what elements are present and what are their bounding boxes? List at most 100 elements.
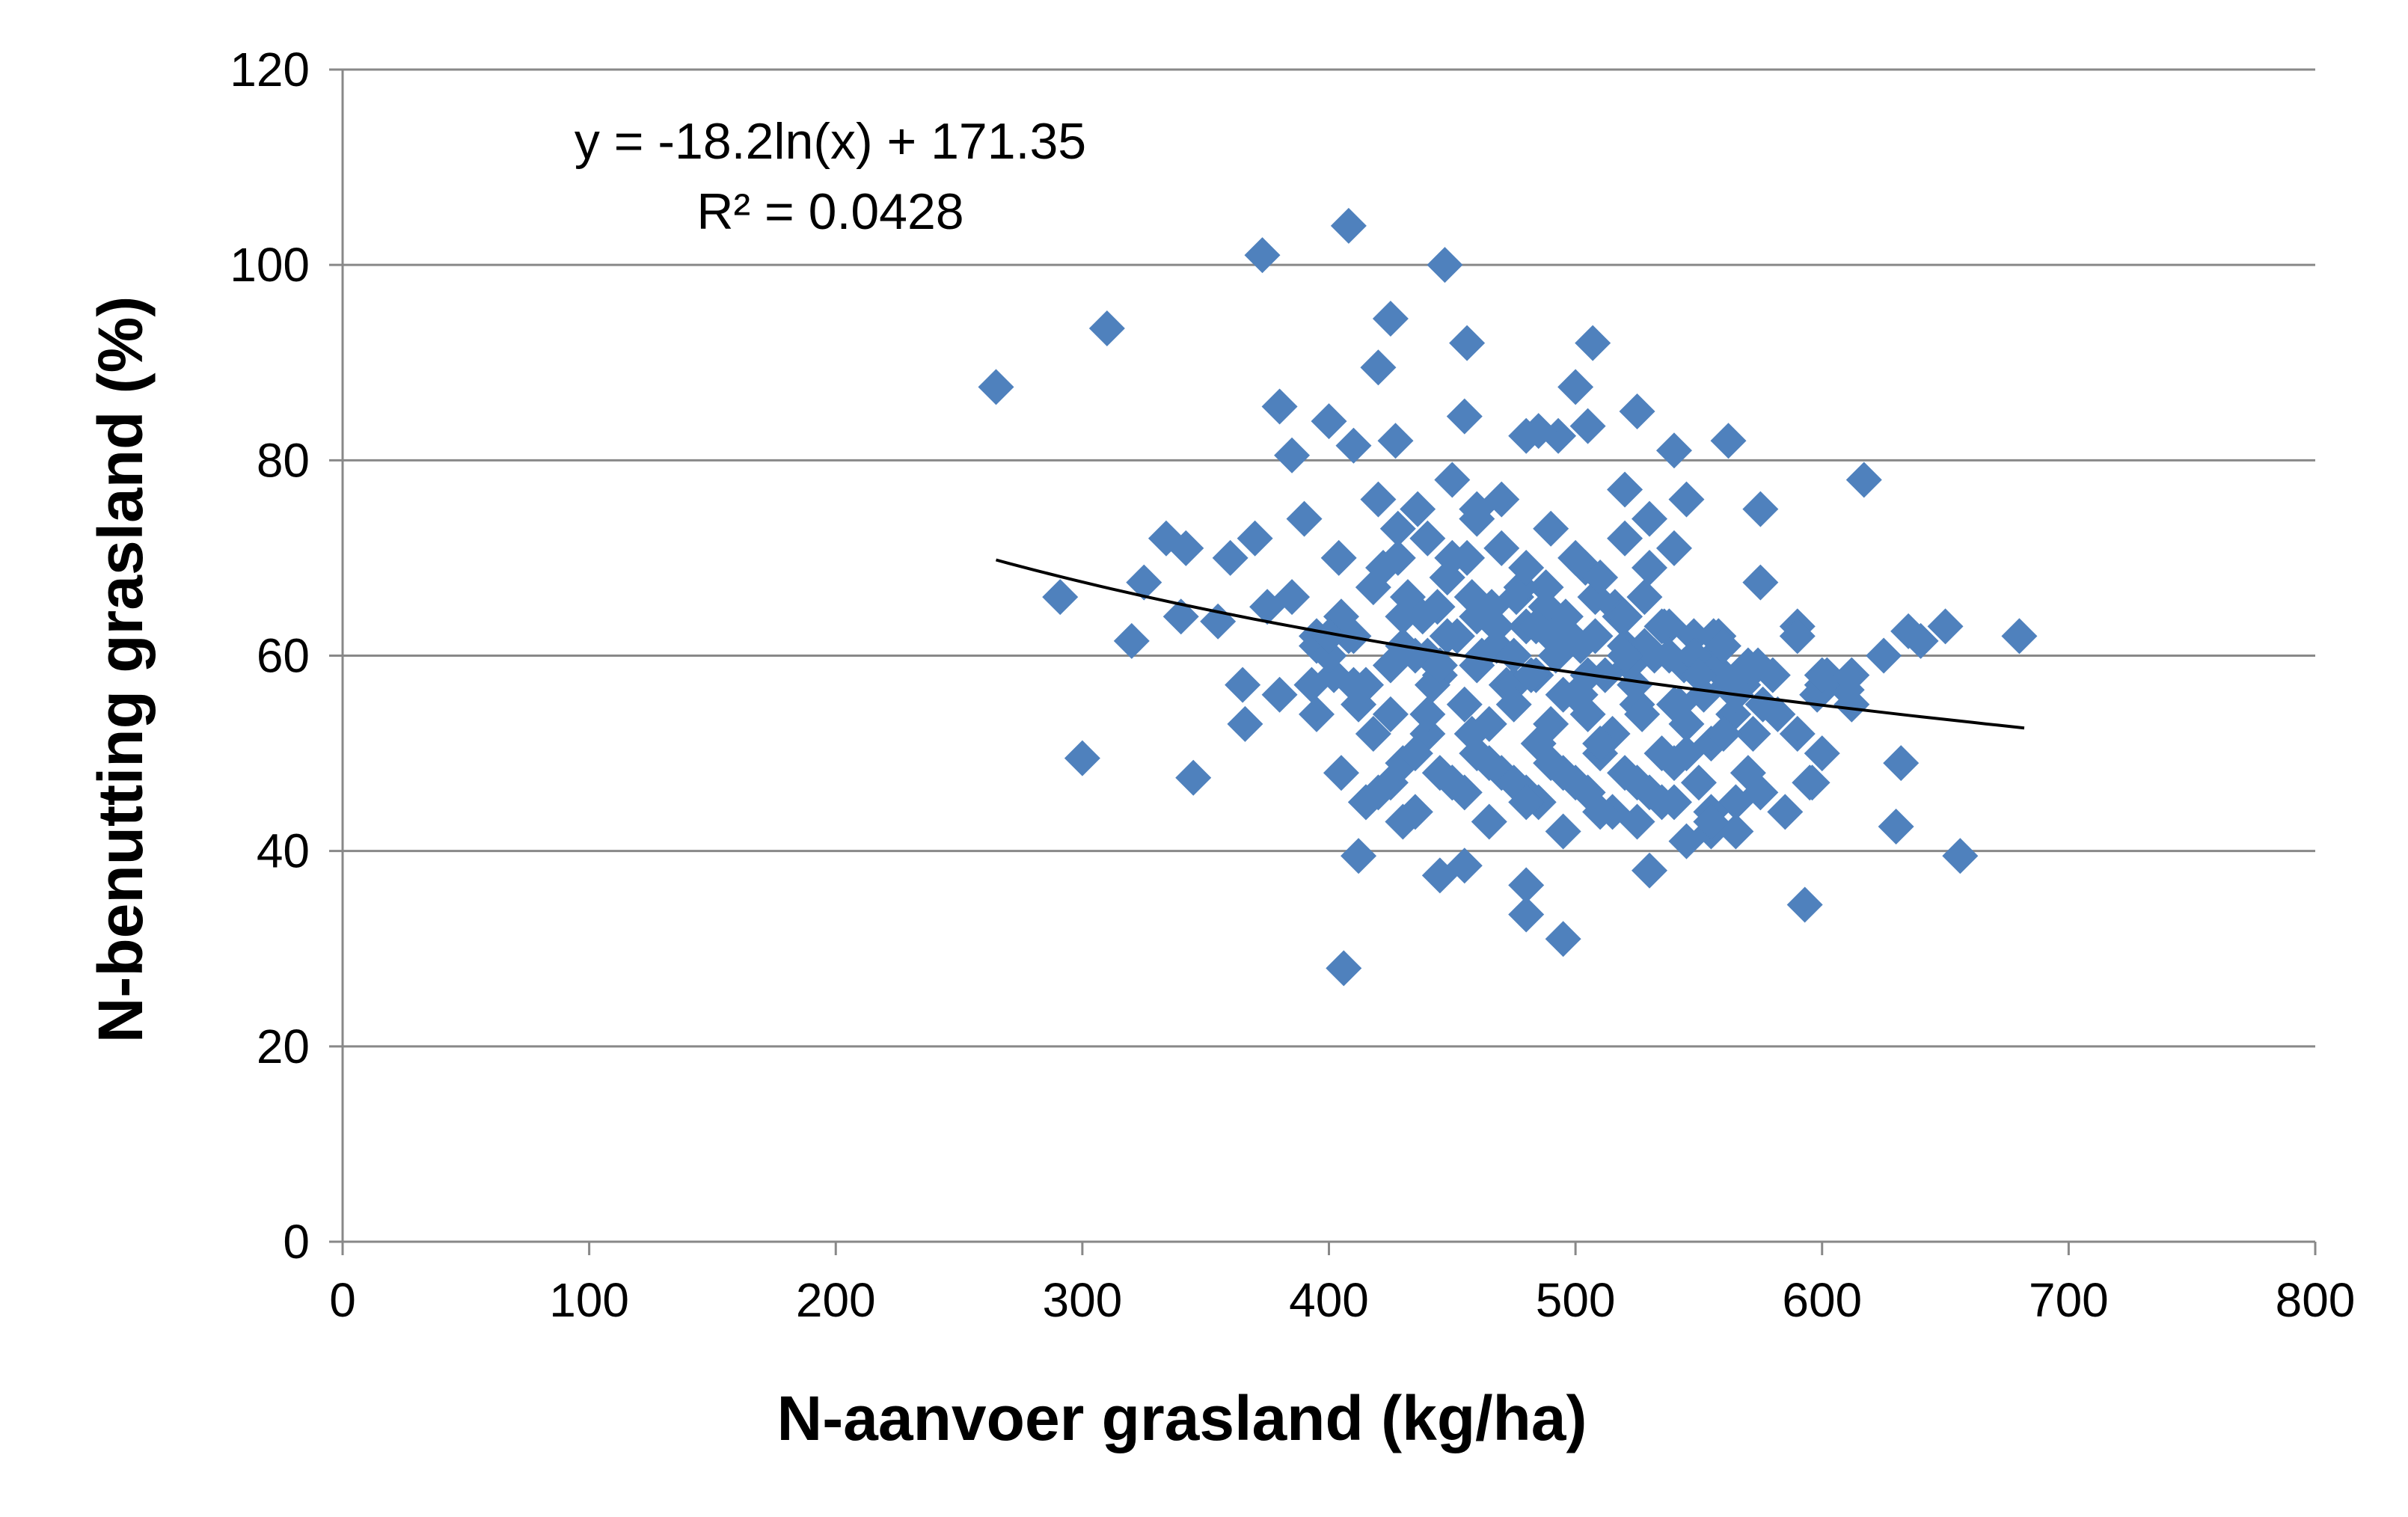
data-point <box>1261 388 1298 425</box>
data-point <box>1582 560 1619 596</box>
data-point <box>1471 745 1507 782</box>
y-tick-label: 100 <box>230 238 310 292</box>
data-point <box>1520 413 1557 450</box>
data-point <box>978 369 1014 405</box>
x-tick-label: 200 <box>796 1273 876 1327</box>
data-point <box>1533 745 1569 782</box>
data-point <box>1404 598 1441 635</box>
data-point <box>1632 549 1668 586</box>
data-point <box>1330 207 1367 244</box>
data-point <box>1693 803 1730 840</box>
data-point <box>1286 500 1323 537</box>
data-point <box>1360 349 1397 386</box>
data-point <box>1619 764 1655 801</box>
y-tick-label: 80 <box>257 433 310 487</box>
x-tick-label: 400 <box>1289 1273 1369 1327</box>
data-point <box>1175 759 1212 796</box>
data-point <box>1379 539 1416 576</box>
data-point <box>1225 666 1261 703</box>
data-point <box>1626 579 1663 616</box>
data-point <box>1446 686 1483 723</box>
data-point <box>1326 950 1362 987</box>
data-point <box>1508 549 1545 586</box>
data-point <box>1360 774 1397 811</box>
data-point <box>1355 715 1391 752</box>
data-point <box>1397 794 1433 830</box>
data-point <box>1619 393 1655 430</box>
data-point <box>1335 427 1372 464</box>
data-point <box>1533 510 1569 547</box>
data-point <box>1385 598 1421 635</box>
data-point <box>1655 784 1692 821</box>
data-point <box>1845 462 1882 498</box>
trendline <box>995 558 2025 730</box>
data-point <box>1347 666 1384 703</box>
data-point <box>1680 657 1717 693</box>
data-point <box>1372 696 1409 732</box>
data-point <box>1655 530 1692 566</box>
data-point <box>1244 237 1281 274</box>
trendline-r-squared: R² = 0.0428 <box>696 183 963 240</box>
data-point <box>1786 886 1823 923</box>
data-point <box>1126 564 1162 601</box>
data-point <box>1607 471 1643 508</box>
data-point <box>1643 608 1680 645</box>
data-point <box>1311 618 1347 655</box>
data-point <box>1360 481 1397 518</box>
data-point <box>1833 657 1870 693</box>
data-point <box>1569 408 1606 444</box>
data-point <box>1446 398 1483 435</box>
data-point <box>1409 520 1446 557</box>
data-point <box>1607 637 1643 674</box>
data-point <box>1632 500 1668 537</box>
y-tick-label: 60 <box>257 629 310 683</box>
data-point <box>1557 539 1594 576</box>
data-point <box>1299 696 1335 732</box>
data-point <box>1661 686 1697 723</box>
data-point <box>1619 803 1655 840</box>
data-point <box>1311 403 1347 440</box>
data-point <box>1668 481 1705 518</box>
data-point <box>1311 637 1347 674</box>
y-axis-title: N-benutting grasland (%) <box>85 296 156 1043</box>
data-point <box>1767 794 1804 830</box>
data-point <box>1113 622 1150 659</box>
x-tick-label: 100 <box>549 1273 629 1327</box>
data-point <box>1377 423 1414 459</box>
data-point <box>1429 618 1465 655</box>
data-point <box>1759 696 1796 732</box>
data-point <box>1575 325 1611 361</box>
x-axis-title: N-aanvoer grasland (kg/ha) <box>777 1383 1587 1453</box>
data-point <box>1878 809 1914 845</box>
data-point <box>1927 608 1964 645</box>
x-tick-label: 0 <box>329 1273 356 1327</box>
data-point <box>1651 637 1688 674</box>
y-tick-label: 20 <box>257 1020 310 1073</box>
data-point <box>1528 569 1564 606</box>
data-point <box>1227 705 1263 742</box>
data-point <box>1064 740 1100 776</box>
data-point <box>1459 491 1495 527</box>
data-point <box>1533 618 1569 655</box>
data-point <box>1742 491 1779 527</box>
data-point <box>1742 564 1779 601</box>
data-point <box>1453 715 1490 752</box>
data-point <box>1668 735 1705 772</box>
data-point <box>1866 637 1902 674</box>
data-point <box>1471 803 1507 840</box>
data-point <box>1668 823 1705 859</box>
data-point <box>1508 784 1545 821</box>
data-point <box>1804 735 1840 772</box>
data-point <box>1508 896 1545 933</box>
data-point <box>1730 647 1766 684</box>
data-point <box>1237 520 1273 557</box>
trendline-equation: y = -18.2ln(x) + 171.35 <box>575 113 1086 170</box>
data-point <box>1434 539 1471 576</box>
data-point <box>1833 686 1870 723</box>
data-point <box>1942 838 1979 874</box>
data-point <box>1643 735 1680 772</box>
axes <box>329 68 2317 1255</box>
data-point <box>1463 637 1500 674</box>
data-point <box>1582 794 1619 830</box>
data-point <box>1459 598 1495 635</box>
